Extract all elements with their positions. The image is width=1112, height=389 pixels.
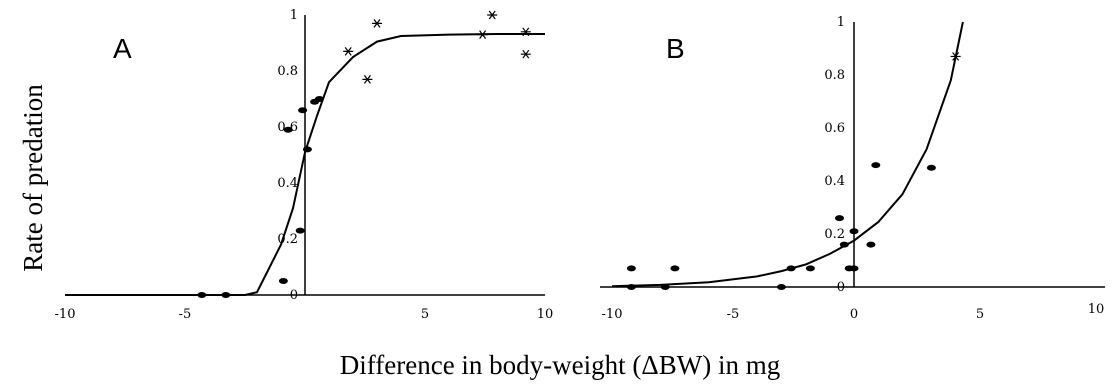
panel-a-star-point [343,47,354,56]
panel-a-star-point [362,75,373,84]
panel-b-dot-point [866,241,876,248]
panel-a-y-tick-label: 0.8 [277,64,298,79]
panel-a-dot-point [302,146,312,153]
panel-a-star-point [372,19,382,28]
panel-a-y-tick-label: 0.4 [277,176,298,191]
panel-b-x-tick-label: 0 [850,307,858,322]
panel-b-star-point [950,52,961,61]
panel-b-dot-point [835,215,844,222]
panel-b-x-tick-label: 5 [976,307,984,322]
x-axis-label: Difference in body-weight (ΔBW) in mg [340,350,781,380]
panel-a-label: A [113,33,132,64]
panel-b-y-tick-label: 0.4 [824,174,845,189]
panel-a-dot-point [283,126,293,133]
panel-b-x-tick-label: -10 [602,307,623,322]
panel-a-dot-point [314,96,324,102]
panel-b-dot-point [849,228,859,235]
panel-b-x-tick-label: -5 [727,307,740,322]
panel-a-x-tick-label: 5 [421,307,429,322]
panel-a-dot-point [278,278,288,284]
panel-b-dot-point [849,265,859,272]
panel-b-label: B [666,33,685,64]
panel-b: B -10 -5 0 5 10 0 0.2 0.4 0.6 0.8 1 [600,15,1105,322]
panel-a-y-tick-label: 1 [290,8,298,23]
panel-a-x-tick-label: 10 [537,307,554,322]
panel-b-y-tick-label: 0.8 [824,68,845,83]
panel-b-dot-point [626,284,636,290]
panel-a-marks [65,10,545,298]
panel-b-dot-point [871,162,881,169]
panel-b-dot-point [786,265,796,272]
panel-b-dot-point [660,284,670,290]
panel-b-y-tick-label: 0.6 [824,121,845,136]
panel-b-fit-curve [611,21,964,288]
panel-a-star-point [487,10,498,20]
panel-a-x-tick-label: -5 [179,307,192,322]
panel-b-dot-point [776,284,786,290]
panel-a-star-point [520,27,531,37]
y-axis-label: Rate of predation [18,84,48,272]
panel-a: A -10 -5 5 10 0 0.2 0.4 0.6 0.8 1 [55,8,554,322]
panel-a-star-point [477,30,488,39]
panel-b-x-tick-label: 10 [1088,302,1105,317]
panel-a-dot-point [197,292,207,298]
panel-a-x-tick-label: -10 [55,307,76,322]
panel-b-dot-point [839,241,849,248]
panel-a-star-point [520,49,531,59]
panel-b-dot-point [626,265,636,272]
panel-b-dot-point [670,265,680,272]
panel-a-y-tick-label: 0 [290,288,298,303]
panel-a-dot-point [298,107,308,114]
panel-b-marks [611,21,964,290]
panel-b-dot-point [805,265,815,272]
panel-b-dot-point [926,164,936,171]
panel-a-dot-point [221,292,231,298]
panel-b-y-tick-label: 0 [837,280,845,295]
panel-b-y-tick-label: 0.2 [824,227,845,242]
panel-b-y-tick-label: 1 [837,15,845,30]
panel-a-dot-point [295,227,305,234]
